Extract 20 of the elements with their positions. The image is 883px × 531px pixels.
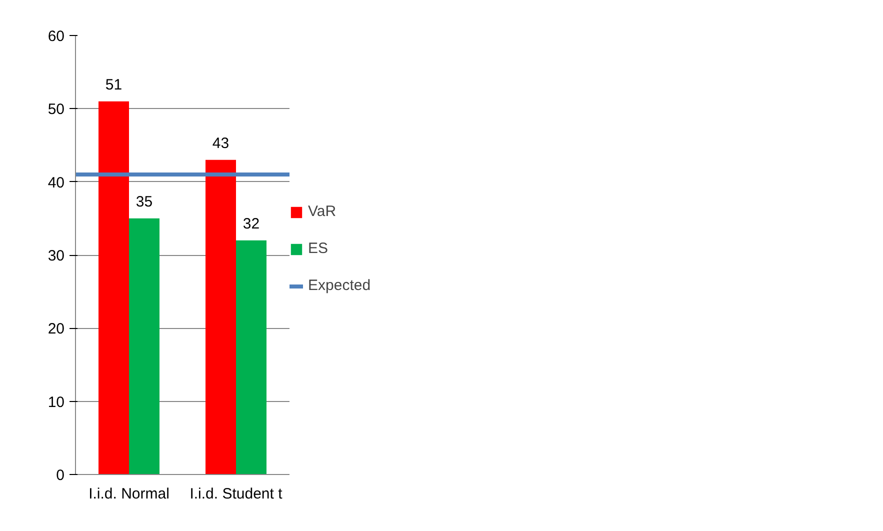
data-label: 32: [242, 215, 260, 232]
y-tick-label: 40: [48, 174, 65, 192]
y-tick-label: 20: [48, 320, 65, 338]
y-tick-label: 60: [48, 28, 65, 45]
y-tick-label: 10: [48, 394, 65, 411]
data-label: 35: [136, 193, 153, 210]
bar: [98, 101, 129, 474]
y-tick-label: 50: [48, 101, 65, 118]
data-label: 43: [212, 134, 230, 152]
data-label: 51: [105, 76, 122, 94]
y-tick-label: 0: [56, 467, 64, 484]
bar: [206, 160, 236, 474]
x-tick-label: I.i.d. Normal: [88, 486, 170, 502]
legend-label: VaR: [308, 203, 336, 220]
bar: [129, 218, 160, 474]
bar: [236, 240, 266, 474]
x-tick-label: I.i.d. Student t: [190, 486, 284, 502]
legend-label: ES: [308, 240, 328, 257]
legend-label: Expected: [308, 277, 371, 294]
y-tick-label: 30: [48, 248, 65, 264]
